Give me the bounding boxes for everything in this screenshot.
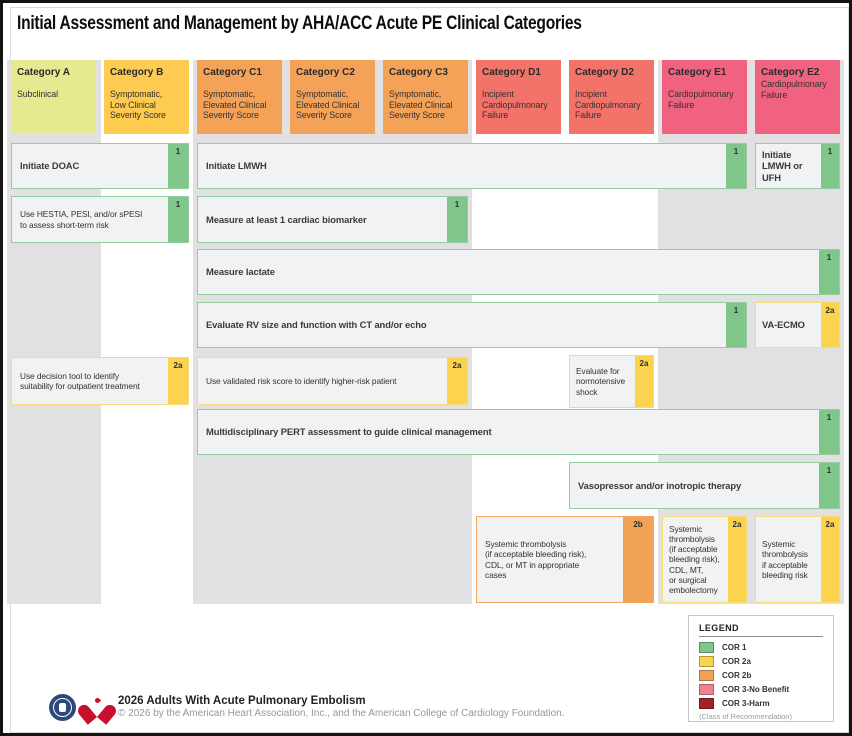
category-header-d1: Category D1 Incipient Cardiopulmonary Fa… xyxy=(476,60,561,134)
legend-item-cor2b: COR 2b xyxy=(699,670,823,681)
footer: 2026 Adults With Acute Pulmonary Embolis… xyxy=(49,694,565,721)
cor3-no-benefit-swatch-icon xyxy=(699,684,714,695)
cor-badge: 1 xyxy=(821,144,839,188)
rec-initiate-doac: Initiate DOAC 1 xyxy=(11,143,189,189)
footer-copyright: © 2026 by the American Heart Association… xyxy=(118,708,565,720)
legend-item-cor2a: COR 2a xyxy=(699,656,823,667)
cor-badge: 1 xyxy=(168,144,188,188)
rec-initiate-lmwh-or-ufh: Initiate LMWH or UFH 1 xyxy=(755,143,840,189)
category-header-e2: Category E2 Cardiopulmonary Failure xyxy=(755,60,840,134)
cor1-swatch-icon xyxy=(699,642,714,653)
rec-normotensive-shock: Evaluate for normotensive shock 2a xyxy=(569,355,654,408)
cor2a-swatch-icon xyxy=(699,656,714,667)
rec-thrombolysis-cdl-mt: Systemic thrombolysis (if acceptable ble… xyxy=(476,516,654,603)
rec-va-ecmo: VA-ECMO 2a xyxy=(755,302,840,348)
cor-badge: 2a xyxy=(821,517,839,602)
category-header-b: Category B Symptomatic, Low Clinical Sev… xyxy=(104,60,189,134)
category-header-a: Category A Subclinical xyxy=(11,60,96,134)
page-title: Initial Assessment and Management by AHA… xyxy=(17,13,582,34)
rec-measure-lactate: Measure lactate 1 xyxy=(197,249,840,295)
cor-badge: 2a xyxy=(168,358,188,404)
footer-title: 2026 Adults With Acute Pulmonary Embolis… xyxy=(118,695,366,708)
category-header-e1: Category E1 Cardiopulmonary Failure xyxy=(662,60,747,134)
category-header-c1: Category C1 Symptomatic, Elevated Clinic… xyxy=(197,60,282,134)
category-header-c3: Category C3 Symptomatic, Elevated Clinic… xyxy=(383,60,468,134)
cor-badge: 1 xyxy=(819,410,839,454)
cor-badge: 2a xyxy=(635,356,653,407)
cor-badge: 2b xyxy=(623,517,653,602)
rec-thrombolysis-acceptable-bleeding: Systemic thrombolysis if acceptable blee… xyxy=(755,516,840,603)
category-header-c2: Category C2 Symptomatic, Elevated Clinic… xyxy=(290,60,375,134)
legend-item-cor3-no-benefit: COR 3-No Benefit xyxy=(699,684,823,695)
rec-vasopressor-inotropic: Vasopressor and/or inotropic therapy 1 xyxy=(569,462,840,509)
cor-badge: 2a xyxy=(447,358,467,404)
cor-badge: 2a xyxy=(821,303,839,347)
cor-badge: 1 xyxy=(819,250,839,294)
legend-caption: (Class of Recommendation) xyxy=(699,712,792,721)
acc-logo-icon xyxy=(49,694,76,721)
rec-thrombolysis-surgical-embolectomy: Systemic thrombolysis (if acceptable ble… xyxy=(662,516,747,603)
cor2b-swatch-icon xyxy=(699,670,714,681)
torch-flame-icon xyxy=(93,696,102,704)
rec-cardiac-biomarker: Measure at least 1 cardiac biomarker 1 xyxy=(197,196,468,243)
category-header-d2: Category D2 Incipient Cardiopulmonary Fa… xyxy=(569,60,654,134)
rec-hestia-pesi-spesi: Use HESTIA, PESI, and/or sPESI to assess… xyxy=(11,196,189,243)
cor-badge: 1 xyxy=(726,144,746,188)
legend-item-cor1: COR 1 xyxy=(699,642,823,653)
rec-evaluate-rv: Evaluate RV size and function with CT an… xyxy=(197,302,747,348)
rec-pert-assessment: Multidisciplinary PERT assessment to gui… xyxy=(197,409,840,455)
torch-icon xyxy=(96,702,99,714)
rec-initiate-lmwh: Initiate LMWH 1 xyxy=(197,143,747,189)
cor3-harm-swatch-icon xyxy=(699,698,714,709)
cor-badge: 2a xyxy=(728,517,746,602)
legend-item-cor3-harm: COR 3-Harm xyxy=(699,698,823,709)
cor-badge: 1 xyxy=(447,197,467,242)
rec-validated-risk-score: Use validated risk score to identify hig… xyxy=(197,357,468,405)
rec-decision-tool-outpatient: Use decision tool to identify suitabilit… xyxy=(11,357,189,405)
legend: LEGEND COR 1 COR 2a COR 2b COR 3-No Bene… xyxy=(688,615,834,722)
cor-badge: 1 xyxy=(168,197,188,242)
legend-title: LEGEND xyxy=(699,623,823,637)
cor-badge: 1 xyxy=(726,303,746,347)
footer-text: 2026 Adults With Acute Pulmonary Embolis… xyxy=(118,694,565,721)
cor-badge: 1 xyxy=(819,463,839,508)
aha-heart-torch-logo-icon xyxy=(85,696,109,719)
column-panel-a xyxy=(7,60,101,604)
